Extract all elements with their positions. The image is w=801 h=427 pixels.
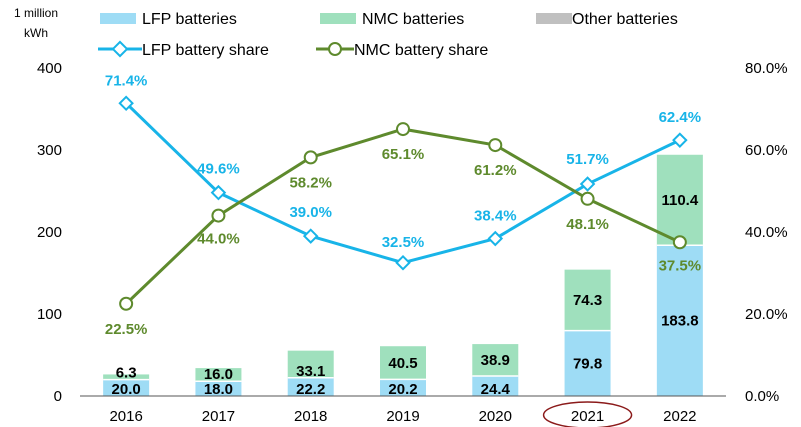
legend: LFP batteries NMC batteries Other batter…: [98, 11, 678, 59]
bar-label-lfp-2019: 20.2: [388, 381, 417, 398]
pct-label-lfp-2017: 49.6%: [197, 161, 240, 178]
y2-tick-label: 40.0%: [745, 224, 788, 241]
bar-lfp-2018: [287, 377, 334, 396]
pct-label-lfp-2020: 38.4%: [474, 208, 517, 225]
y-tick-label: 0: [54, 388, 62, 405]
marker-nmc-share-2020: [488, 138, 503, 153]
legend-swatch-nmc: [320, 13, 356, 24]
bar-label-nmc-2018: 33.1: [296, 363, 325, 380]
pct-label-nmc-2021: 48.1%: [566, 216, 609, 233]
bar-label-lfp-2017: 18.0: [204, 381, 233, 398]
bar-nmc-2018: [287, 350, 334, 378]
bar-label-nmc-2022: 110.4: [661, 192, 698, 209]
y2-tick-label: 0.0%: [745, 388, 779, 405]
x-tick-label-2018: 2018: [294, 408, 327, 425]
pct-label-nmc-2017: 44.0%: [197, 231, 240, 248]
bar-label-lfp-2018: 22.2: [296, 381, 325, 398]
highlight-ellipse-2021: [542, 401, 633, 427]
bar-lfp-2017: [195, 381, 242, 396]
pct-label-nmc-2020: 61.2%: [474, 162, 517, 179]
y2-tick-label: 20.0%: [745, 306, 788, 323]
bar-label-nmc-2017: 16.0: [204, 366, 233, 383]
marker-nmc-share-2022: [672, 235, 687, 250]
y-tick-label: 300: [37, 142, 62, 159]
pct-label-lfp-2019: 32.5%: [382, 234, 425, 251]
marker-lfp-share-2017: [210, 184, 227, 201]
marker-lfp-share-2018: [302, 228, 319, 244]
pct-label-lfp-2022: 62.4%: [659, 109, 702, 126]
marker-lfp-share-2019: [395, 254, 411, 271]
bar-label-nmc-2016: 6.3: [116, 365, 137, 382]
y-axis-unit-line-1: 1 million: [14, 6, 58, 20]
legend-label-lfp-share: LFP battery share: [142, 42, 269, 59]
bar-label-nmc-2020: 38.9: [481, 352, 510, 369]
y-axis-unit-line-2: kWh: [24, 26, 48, 40]
bar-nmc-2019: [380, 346, 426, 380]
legend-swatch-lfp: [100, 13, 136, 24]
marker-nmc-share-2017: [211, 208, 226, 223]
bar-label-lfp-2016: 20.0: [112, 381, 141, 398]
bar-lfp-2020: [472, 375, 519, 396]
bar-lfp-2021: [564, 330, 611, 396]
pct-label-nmc-2016: 22.5%: [105, 321, 148, 338]
x-tick-label-2019: 2019: [386, 408, 419, 425]
bar-nmc-2020: [472, 344, 519, 376]
bar-lfp-2019: [380, 379, 426, 396]
pct-label-lfp-2018: 39.0%: [289, 204, 332, 221]
bar-label-lfp-2021: 79.8: [573, 355, 602, 372]
bar-nmc-2021: [564, 269, 611, 331]
bar-nmc-2016: [103, 374, 150, 380]
marker-nmc-share-2016: [119, 296, 134, 311]
marker-nmc-share-2019: [396, 122, 410, 137]
y-tick-label: 200: [37, 224, 62, 241]
x-tick-label-2017: 2017: [202, 408, 235, 425]
legend-marker-nmc-share: [328, 42, 342, 56]
bar-label-lfp-2022: 183.8: [661, 313, 699, 330]
y-tick-label: 400: [37, 60, 62, 77]
pct-label-lfp-2021: 51.7%: [566, 151, 609, 168]
x-tick-label-2022: 2022: [663, 408, 696, 425]
x-tick-label-2016: 2016: [109, 408, 142, 425]
x-tick-label-2021: 2021: [571, 408, 604, 425]
legend-label-lfp: LFP batteries: [142, 11, 237, 28]
bar-label-nmc-2019: 40.5: [388, 355, 417, 372]
pct-label-nmc-2019: 65.1%: [382, 146, 425, 163]
legend-swatch-other: [536, 13, 572, 24]
y2-tick-label: 60.0%: [745, 142, 788, 159]
pct-label-nmc-2018: 58.2%: [289, 174, 332, 191]
legend-label-nmc: NMC batteries: [362, 11, 464, 28]
bar-lfp-2016: [103, 379, 150, 396]
marker-lfp-share-2022: [672, 132, 688, 148]
marker-nmc-share-2021: [580, 191, 595, 206]
marker-nmc-share-2018: [303, 150, 318, 165]
bar-label-nmc-2021: 74.3: [573, 292, 602, 309]
bar-nmc-2017: [195, 368, 242, 382]
marker-lfp-share-2021: [579, 176, 596, 192]
bar-lfp-2022: [656, 245, 703, 396]
legend-marker-lfp-share: [111, 40, 129, 58]
bar-nmc-2022: [656, 154, 703, 246]
y2-tick-label: 80.0%: [745, 60, 788, 77]
legend-label-other: Other batteries: [572, 11, 678, 28]
y-tick-label: 100: [37, 306, 62, 323]
x-tick-label-2020: 2020: [479, 408, 512, 425]
legend-label-nmc-share: NMC battery share: [354, 42, 488, 59]
pct-label-nmc-2022: 37.5%: [659, 257, 702, 274]
bar-label-lfp-2020: 24.4: [481, 381, 511, 398]
pct-label-lfp-2016: 71.4%: [105, 72, 148, 89]
marker-lfp-share-2020: [487, 230, 504, 247]
marker-lfp-share-2016: [118, 95, 134, 112]
